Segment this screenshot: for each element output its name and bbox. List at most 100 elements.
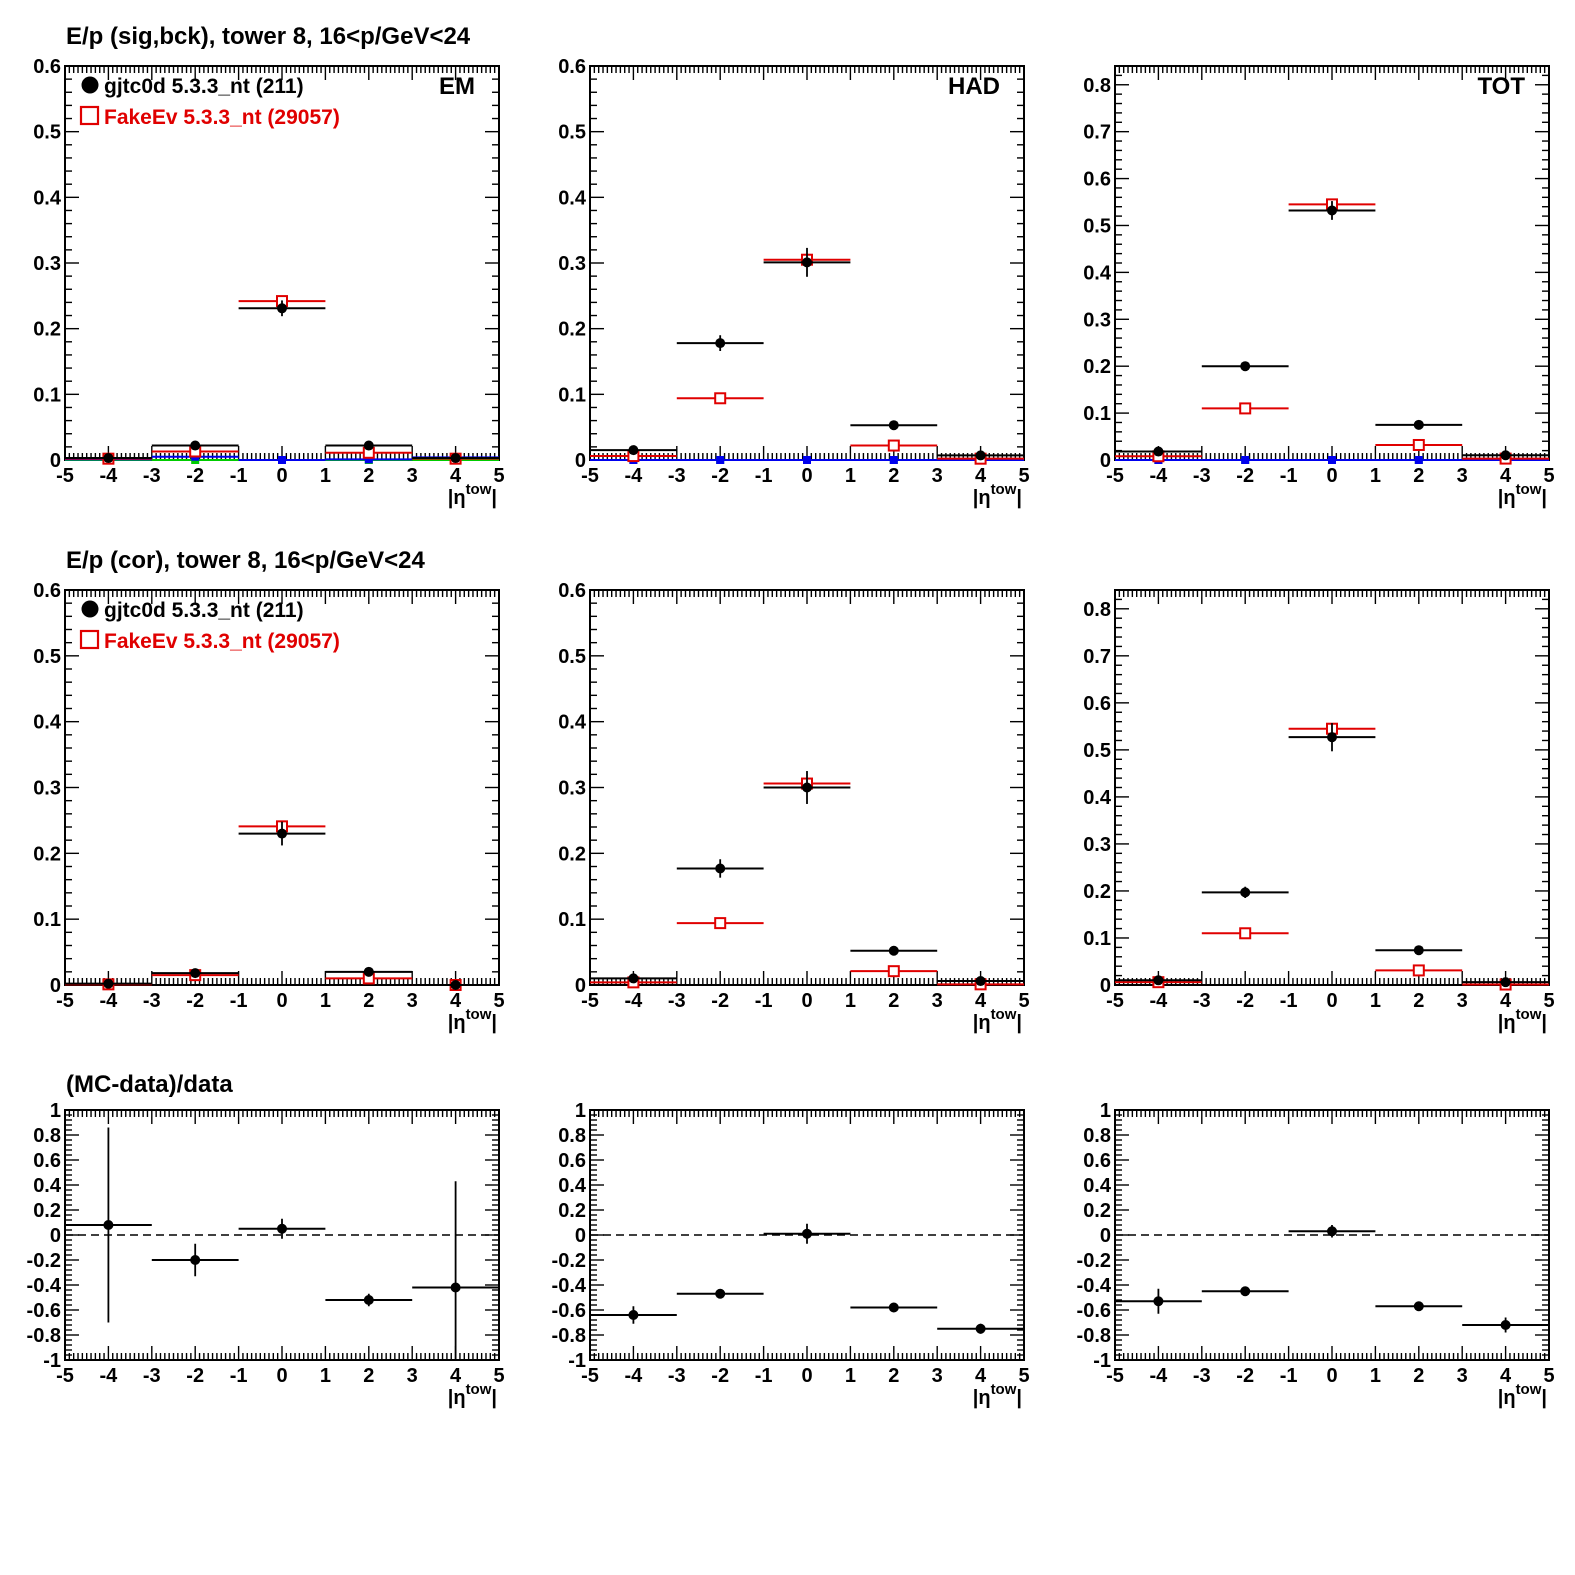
row-title-sig-bck: E/p (sig,bck), tower 8, 16<p/GeV<24 (66, 23, 471, 50)
x-tick-label: 2 (1413, 990, 1424, 1012)
y-tick-label: 0.4 (1083, 1175, 1112, 1197)
data-point (628, 445, 639, 456)
x-axis-label-base: |η (1498, 487, 1516, 509)
plot-panel-0-0: -5 -4 -3 -2 -1 0 1 2 3 4 5 0 0.1 0.2 0.3 0.4 0.5 0.6 |ηtow… (33, 56, 504, 509)
y-tick-label: 0 (575, 975, 586, 997)
y-tick-label: -0.6 (552, 1300, 586, 1322)
data-point (103, 453, 114, 464)
series-dot (1115, 723, 1549, 988)
x-tick-label: -1 (755, 1365, 773, 1387)
x-tick-label: 0 (276, 990, 287, 1012)
y-tick-label: 0.5 (1083, 740, 1111, 762)
x-tick-label: 0 (801, 1365, 812, 1387)
x-tick-label: -4 (625, 465, 644, 487)
series-dot (590, 1223, 1024, 1334)
x-axis-label-end: | (1016, 1387, 1022, 1409)
x-axis-label-sup: tow (1516, 1381, 1542, 1398)
x-tick-label: -4 (1150, 465, 1169, 487)
y-tick-label: 0.8 (1083, 75, 1111, 97)
y-tick-label: -0.6 (27, 1300, 61, 1322)
y-tick-label: -1 (1093, 1350, 1111, 1372)
x-tick-label: 2 (888, 465, 899, 487)
y-tick-label: 0 (1100, 450, 1111, 472)
data-point (802, 782, 812, 793)
mc-point (714, 392, 727, 405)
x-tick-label: -5 (1106, 465, 1124, 487)
data-point (1500, 1320, 1511, 1330)
x-tick-label: 4 (1500, 990, 1512, 1012)
x-tick-label: -5 (1106, 990, 1124, 1012)
y-tick-label: 0.2 (33, 843, 61, 865)
x-tick-label: 1 (320, 990, 331, 1012)
series-dot (1115, 201, 1549, 461)
y-tick-label: 0.8 (558, 1125, 586, 1147)
x-axis-label-end: | (491, 1387, 497, 1409)
x-axis-label: |ηtow| (973, 481, 1022, 509)
x-tick-label: -1 (230, 1365, 248, 1387)
x-tick-label: 5 (493, 465, 504, 487)
x-axis-label-end: | (1541, 1012, 1547, 1034)
series-dot (590, 771, 1024, 987)
y-tick-label: 1 (1100, 1100, 1111, 1122)
x-axis-label-end: | (1016, 1012, 1022, 1034)
x-tick-label: 5 (1018, 990, 1029, 1012)
data-point (715, 338, 726, 349)
x-tick-label: 4 (1500, 1365, 1512, 1387)
y-tick-label: -1 (568, 1350, 586, 1372)
x-tick-label: 4 (1500, 465, 1512, 487)
x-tick-label: 2 (1413, 1365, 1424, 1387)
x-axis-label-end: | (491, 1012, 497, 1034)
data-point (1240, 887, 1251, 898)
x-tick-label: 1 (845, 465, 856, 487)
x-tick-label: -1 (1280, 990, 1298, 1012)
y-tick-label: 0.6 (1083, 169, 1111, 191)
legend-mc-label: FakeEv 5.3.3_nt (29057) (104, 106, 340, 129)
background-point (716, 456, 725, 464)
x-tick-label: 3 (407, 990, 418, 1012)
y-tick-label: 0.6 (1083, 693, 1111, 715)
x-tick-label: 4 (975, 1365, 987, 1387)
panel-label: HAD (948, 73, 1000, 100)
y-tick-label: -0.4 (1077, 1275, 1112, 1297)
x-tick-label: -1 (230, 465, 248, 487)
legend-row-1: gjtc0d 5.3.3_nt (211) FakeEv 5.3.3_nt (2… (79, 599, 340, 653)
data-point (190, 968, 201, 979)
x-axis-label-base: |η (448, 1387, 466, 1409)
x-tick-label: 2 (363, 465, 374, 487)
data-point (888, 420, 899, 431)
y-tick-label: 0.2 (33, 1200, 61, 1222)
x-tick-label: 5 (493, 990, 504, 1012)
y-tick-label: 0.6 (558, 56, 586, 78)
y-tick-label: 0.2 (1083, 356, 1111, 378)
x-tick-label: -3 (668, 465, 686, 487)
x-tick-label: 2 (363, 1365, 374, 1387)
x-axis-label-sup: tow (991, 1381, 1017, 1398)
y-tick-label: 0.4 (558, 712, 587, 734)
y-tick-label: 0.1 (1083, 928, 1111, 950)
x-axis-label-base: |η (973, 1387, 991, 1409)
y-tick-label: 0.2 (558, 1200, 586, 1222)
data-point (628, 1310, 639, 1320)
x-tick-label: 1 (1370, 465, 1381, 487)
y-tick-label: 0.4 (33, 1175, 62, 1197)
y-tick-label: 0.2 (1083, 1200, 1111, 1222)
data-point (450, 1282, 461, 1293)
x-axis-label-base: |η (973, 487, 991, 509)
background-point (1414, 456, 1423, 464)
x-tick-label: -5 (56, 465, 74, 487)
y-tick-label: -0.6 (1077, 1300, 1111, 1322)
plot-panel-0-2: -5 -4 -3 -2 -1 0 1 2 3 4 5 0 0.1 0.2 0.3 0.4 0.5 0.6 0.7 0.… (1083, 65, 1555, 509)
y-tick-label: 0 (50, 1225, 61, 1247)
panel-label: TOT (1477, 73, 1525, 100)
y-tick-label: 0.8 (1083, 599, 1111, 621)
x-tick-label: -2 (1236, 990, 1254, 1012)
x-tick-label: -4 (1150, 990, 1169, 1012)
data-point (1240, 1286, 1251, 1297)
data-point (628, 973, 639, 984)
x-tick-label: -4 (625, 1365, 644, 1387)
x-tick-label: 1 (845, 990, 856, 1012)
y-tick-label: 0.6 (33, 1150, 61, 1172)
data-point (363, 966, 374, 977)
x-tick-label: 4 (450, 990, 462, 1012)
x-tick-label: -4 (625, 990, 644, 1012)
